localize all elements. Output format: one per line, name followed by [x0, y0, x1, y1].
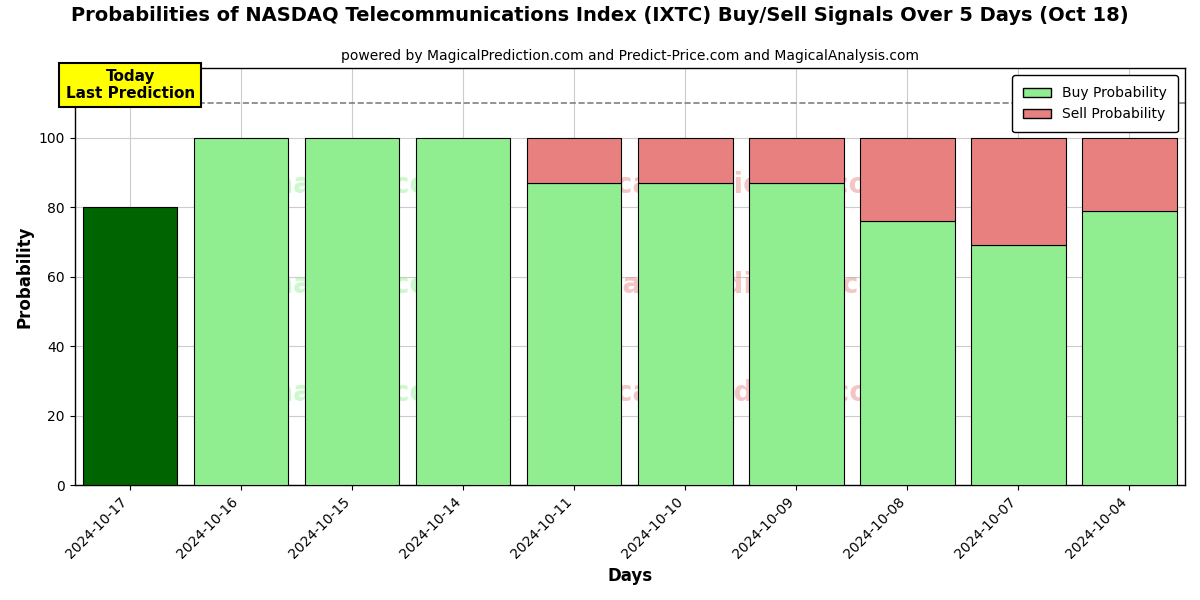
Text: MagicalPrediction.com: MagicalPrediction.com: [540, 171, 896, 199]
Bar: [749, 138, 844, 183]
Text: calAnalysis.co: calAnalysis.co: [208, 271, 430, 299]
Bar: [971, 138, 1066, 245]
Text: Probabilities of NASDAQ Telecommunications Index (IXTC) Buy/Sell Signals Over 5 : Probabilities of NASDAQ Telecommunicatio…: [71, 6, 1129, 25]
Y-axis label: Probability: Probability: [16, 226, 34, 328]
Text: Today
Last Prediction: Today Last Prediction: [66, 69, 194, 101]
Text: calAnalysis.co: calAnalysis.co: [208, 379, 430, 407]
Text: calAnalysis.co: calAnalysis.co: [208, 171, 430, 199]
Bar: [305, 138, 400, 485]
Text: MagicaldPrediction.com: MagicaldPrediction.com: [530, 271, 907, 299]
Bar: [971, 245, 1066, 485]
Bar: [527, 183, 622, 485]
Bar: [638, 183, 732, 485]
Title: powered by MagicalPrediction.com and Predict-Price.com and MagicalAnalysis.com: powered by MagicalPrediction.com and Pre…: [341, 49, 919, 63]
Bar: [638, 138, 732, 183]
Bar: [860, 138, 955, 221]
Bar: [83, 207, 178, 485]
Bar: [416, 138, 510, 485]
Bar: [527, 138, 622, 183]
Text: MagicaldPredictin.com: MagicaldPredictin.com: [540, 379, 898, 407]
Bar: [1082, 211, 1177, 485]
Legend: Buy Probability, Sell Probability: Buy Probability, Sell Probability: [1012, 75, 1178, 133]
Bar: [1082, 138, 1177, 211]
Bar: [194, 138, 288, 485]
Bar: [860, 221, 955, 485]
X-axis label: Days: Days: [607, 567, 653, 585]
Bar: [749, 183, 844, 485]
